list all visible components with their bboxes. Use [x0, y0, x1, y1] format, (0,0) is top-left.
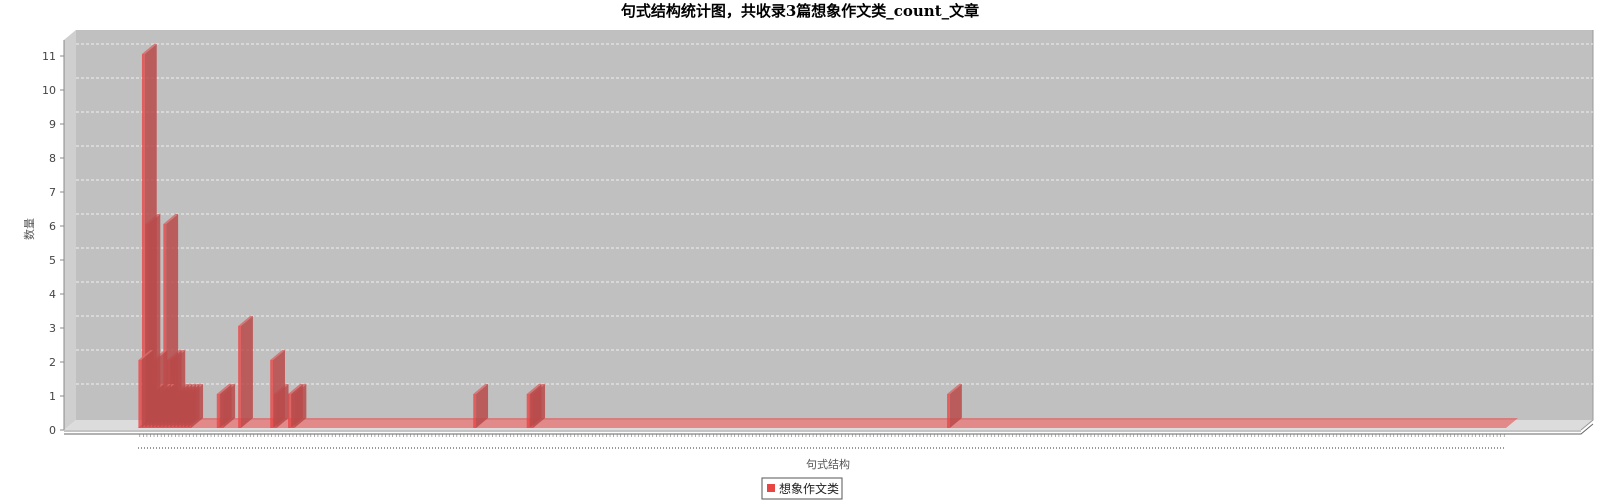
bar-front — [947, 394, 950, 428]
bar-front — [238, 326, 241, 428]
bar-front — [270, 360, 273, 428]
bar — [216, 384, 232, 428]
gridlines — [76, 43, 1593, 385]
bar-base-strip — [138, 418, 1518, 428]
x-axis-label: 句式结构 — [806, 457, 850, 471]
y-tick-label: 2 — [49, 356, 56, 369]
bar-top — [947, 384, 962, 394]
bar — [947, 384, 962, 428]
bar-side — [290, 384, 303, 428]
x-axis — [64, 423, 1594, 449]
chart-title: 句式结构统计图，共收录3篇想象作文类_count_文章 — [621, 2, 979, 20]
bar-front — [216, 394, 220, 428]
y-axis: 0 1 2 3 4 5 6 7 8 9 10 11 — [42, 40, 65, 437]
bar — [526, 384, 542, 428]
y-tick-label: 0 — [49, 424, 56, 437]
bar — [163, 214, 179, 428]
bar — [141, 44, 157, 428]
legend-swatch — [767, 484, 775, 492]
bar-top — [138, 350, 154, 360]
y-tick-label: 3 — [49, 322, 56, 335]
legend-entry: 想象作文类 — [779, 481, 839, 496]
bar-side — [144, 44, 157, 428]
plot-background — [76, 30, 1593, 420]
bar — [473, 384, 489, 428]
y-tick-label: 4 — [49, 288, 56, 301]
bar-top — [141, 44, 157, 54]
legend: 想象作文类 — [761, 477, 843, 500]
bar-front — [526, 394, 530, 428]
y-tick-label: 6 — [49, 220, 56, 233]
bar — [270, 350, 285, 428]
bar-side — [949, 384, 962, 428]
bar-top — [288, 384, 303, 394]
y-tick-labels: 0 1 2 3 4 5 6 7 8 9 10 11 — [42, 50, 64, 437]
y-tick-label: 5 — [49, 254, 56, 267]
bar-front — [163, 224, 167, 428]
y-tick-label: 8 — [49, 152, 56, 165]
plot-left-wall — [64, 30, 76, 430]
bar-front — [141, 54, 145, 428]
bar — [238, 316, 253, 428]
bar-top — [526, 384, 542, 394]
bar-side — [476, 384, 489, 428]
y-tick-label: 9 — [49, 118, 56, 131]
bar-top — [163, 214, 179, 224]
bar-top — [238, 316, 253, 326]
bar — [288, 384, 303, 428]
bar-front — [473, 394, 477, 428]
y-tick-label: 1 — [49, 390, 56, 403]
bar-side — [141, 350, 154, 428]
bar-side — [529, 384, 542, 428]
bar-front — [138, 360, 142, 428]
y-tick-label: 11 — [42, 50, 56, 63]
bar-top — [270, 350, 285, 360]
bar-front — [288, 394, 291, 428]
legend-box — [761, 477, 843, 500]
bar-side — [219, 384, 232, 428]
bar — [138, 350, 154, 428]
bar-side — [272, 350, 285, 428]
bar-side — [240, 316, 253, 428]
x-axis-base — [64, 423, 1594, 435]
bar-top — [216, 384, 232, 394]
bar-top — [473, 384, 489, 394]
bars — [138, 44, 1518, 428]
x-tick-marks — [139, 434, 1505, 437]
y-axis-label: 数量 — [23, 218, 36, 240]
y-tick-label: 10 — [42, 84, 56, 97]
bar-side — [166, 214, 179, 428]
plot-right-edge — [1580, 30, 1594, 431]
plot-area — [64, 30, 1594, 431]
y-tick-label: 7 — [49, 186, 56, 199]
